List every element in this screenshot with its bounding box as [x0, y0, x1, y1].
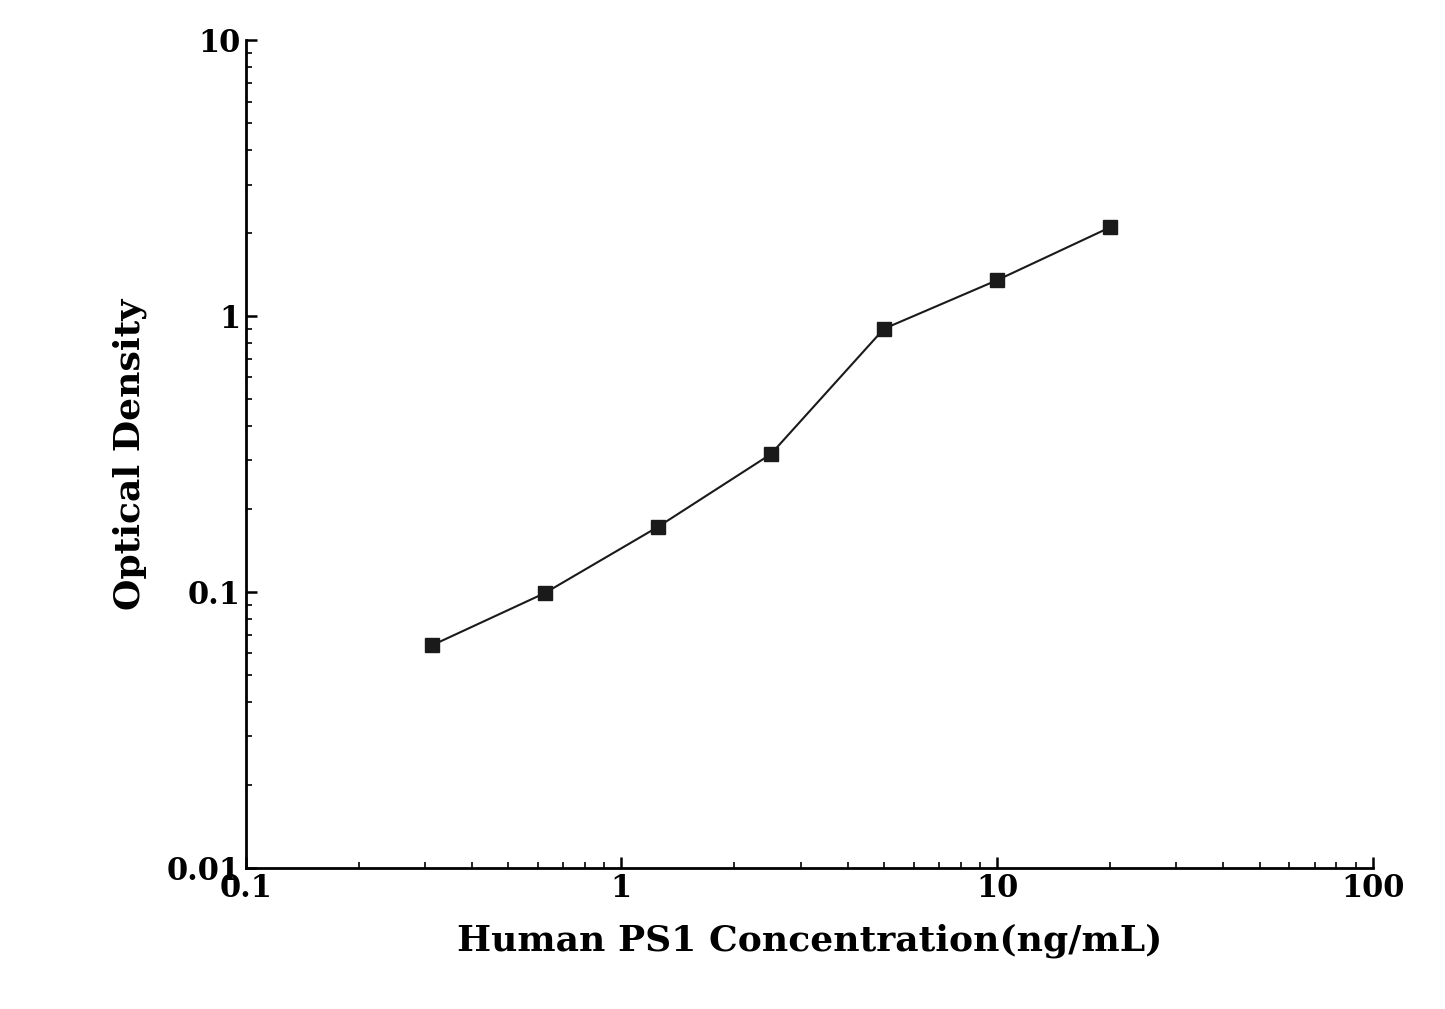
- Y-axis label: Optical Density: Optical Density: [113, 299, 147, 609]
- X-axis label: Human PS1 Concentration(ng/mL): Human PS1 Concentration(ng/mL): [457, 923, 1162, 958]
